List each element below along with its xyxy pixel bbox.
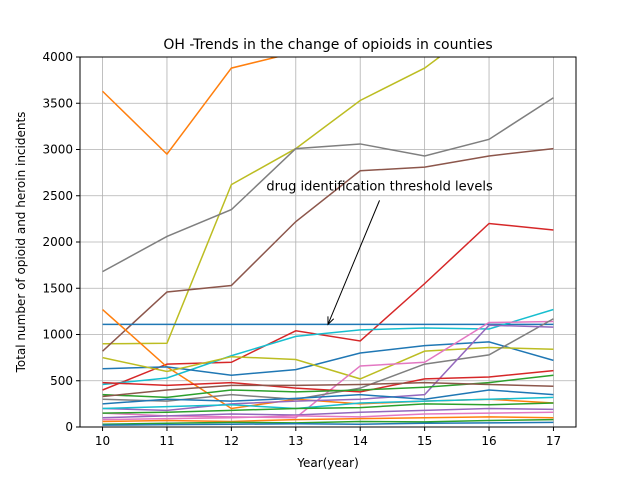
x-tick-label: 10 [95, 434, 110, 448]
x-tick-label: 12 [224, 434, 239, 448]
y-tick-label: 3500 [42, 96, 73, 110]
ticks: 10 11 12 13 14 15 16 17 0 500 1000 1500 2000 2500 3000… [42, 50, 561, 448]
y-tick-label: 1500 [42, 281, 73, 295]
x-axis-label: Year(year) [296, 456, 359, 470]
series-line [102, 346, 554, 380]
series-line [102, 57, 441, 345]
annotation-text: drug identification threshold levels [266, 179, 493, 194]
series-line [102, 147, 554, 352]
series-line [102, 389, 554, 405]
x-tick-label: 11 [159, 434, 174, 448]
y-tick-label: 4000 [42, 50, 73, 64]
series-line [102, 416, 554, 423]
y-tick-label: 1000 [42, 328, 73, 342]
series-line [102, 411, 554, 421]
chart-title: OH -Trends in the change of opioids in c… [163, 37, 492, 53]
x-tick-label: 17 [546, 434, 561, 448]
series-line [102, 381, 554, 398]
annotation-arrowhead [327, 316, 335, 326]
x-tick-label: 16 [481, 434, 496, 448]
series-line [102, 407, 554, 419]
y-tick-label: 2000 [42, 235, 73, 249]
series-line [102, 369, 554, 393]
series-line [102, 374, 554, 399]
y-tick-label: 0 [65, 420, 73, 434]
x-tick-label: 13 [288, 434, 303, 448]
series-line [102, 418, 554, 425]
series-line [102, 97, 554, 273]
x-tick-label: 14 [353, 434, 368, 448]
series-line [102, 341, 554, 376]
annotation-arrow [327, 200, 380, 325]
series-line [102, 324, 554, 412]
series-line [102, 421, 554, 426]
series-line [102, 402, 554, 414]
y-tick-label: 3000 [42, 143, 73, 157]
series-line [102, 396, 554, 410]
y-tick-label: 2500 [42, 189, 73, 203]
x-tick-label: 15 [417, 434, 432, 448]
y-tick-label: 500 [50, 374, 73, 388]
series-line [102, 57, 281, 156]
series-line [102, 222, 554, 391]
y-axis-label: Total number of opioid and heroin incide… [14, 112, 28, 374]
